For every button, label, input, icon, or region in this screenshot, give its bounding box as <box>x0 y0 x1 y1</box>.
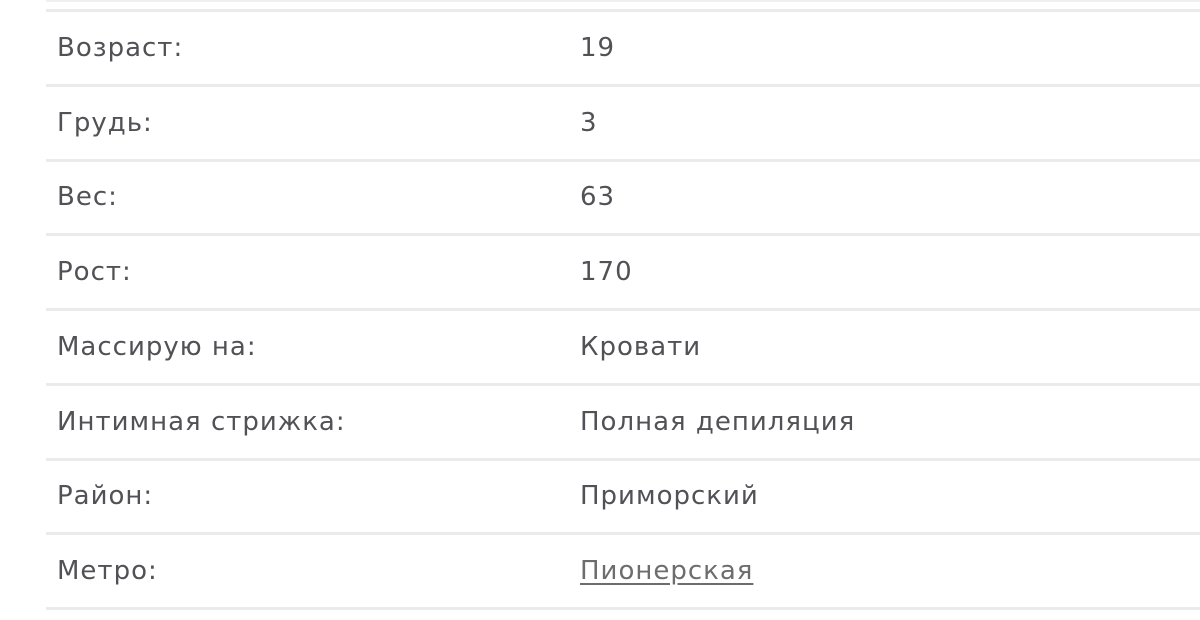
table-row-chest: Грудь: 3 <box>46 83 1200 159</box>
row-value: Полная депиляция <box>580 406 856 437</box>
row-label: Метро: <box>57 556 158 587</box>
row-label: Массирую на: <box>57 331 257 362</box>
row-value-link-wrap: Пионерская <box>580 556 1200 586</box>
table-row-height: Рост: 170 <box>46 233 1200 308</box>
profile-attributes-table: Возраст: 19 Грудь: 3 Вес: 63 Рост: 170 М… <box>46 9 1200 610</box>
metro-link[interactable]: Пионерская <box>580 556 754 587</box>
row-label: Район: <box>57 481 154 512</box>
table-row-district: Район: Приморский <box>46 457 1200 533</box>
table-row-age: Возраст: 19 <box>46 9 1200 84</box>
table-row-metro: Метро: Пионерская <box>46 532 1200 607</box>
top-cut-divider <box>46 0 1200 2</box>
row-label: Вес: <box>57 182 118 213</box>
table-row-massage-on: Массирую на: Кровати <box>46 308 1200 383</box>
row-value: Кровати <box>580 331 702 362</box>
row-value: 3 <box>580 107 598 138</box>
row-label: Рост: <box>57 257 132 288</box>
table-row-intimate-haircut: Интимная стрижка: Полная депиляция <box>46 382 1200 458</box>
table-row-weight: Вес: 63 <box>46 158 1200 234</box>
row-label: Интимная стрижка: <box>57 406 346 437</box>
row-value: 19 <box>580 32 616 63</box>
row-value: Приморский <box>580 481 759 512</box>
row-value: 63 <box>580 182 616 213</box>
row-label: Грудь: <box>57 107 153 138</box>
row-value: 170 <box>580 257 633 288</box>
row-label: Возраст: <box>57 32 184 63</box>
